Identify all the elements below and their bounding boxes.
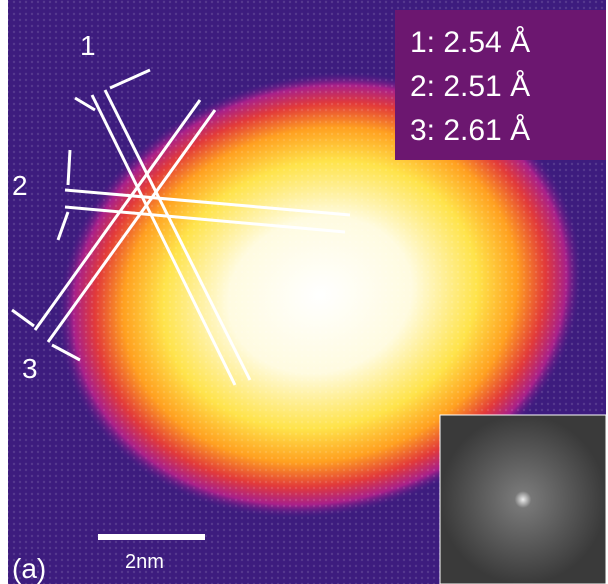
measurement: 1: 2.54 Å bbox=[410, 26, 530, 59]
scale-bar-label: 2nm bbox=[125, 551, 164, 573]
measurement: 3: 2.61 Å bbox=[410, 114, 530, 147]
line-label: 3 bbox=[22, 353, 38, 384]
panel-label: (a) bbox=[12, 553, 46, 584]
line-label: 2 bbox=[12, 170, 28, 201]
line-label: 1 bbox=[80, 30, 96, 61]
fft-inset bbox=[440, 415, 606, 584]
measurement: 2: 2.51 Å bbox=[410, 70, 530, 103]
page: {"figure": {"panel_label": "(a)", "scale… bbox=[0, 0, 608, 584]
micrograph: 1 2 3 1: 2.54 Å 2: 2.51 Å 3: 2.61 Å 2nm … bbox=[0, 0, 608, 584]
